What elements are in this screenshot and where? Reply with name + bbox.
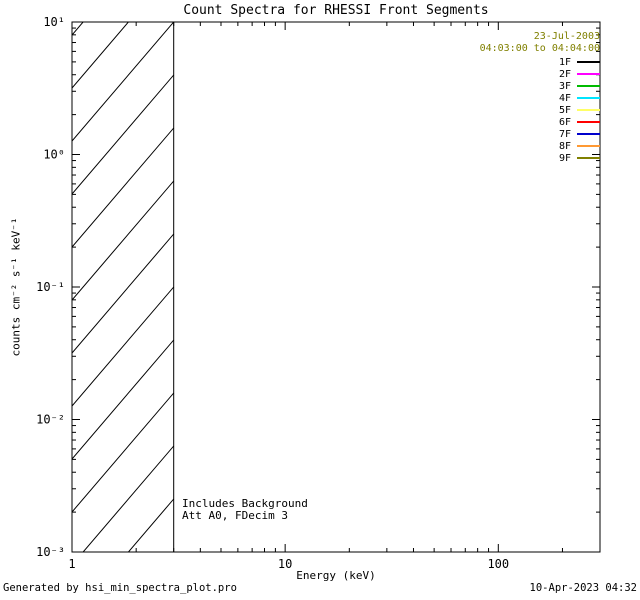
- x-axis-label: Energy (keV): [296, 569, 376, 582]
- legend-line-swatch: [577, 145, 600, 147]
- legend-item-7f: 7F: [559, 128, 600, 140]
- legend-item-4f: 4F: [559, 92, 600, 104]
- legend-line-swatch: [577, 121, 600, 123]
- footer-timestamp: 10-Apr-2023 04:32: [529, 582, 637, 594]
- x-tick-label: 100: [487, 557, 509, 571]
- axis-ticks: [71, 21, 601, 553]
- legend-item-9f: 9F: [559, 152, 600, 164]
- y-tick-label: 10⁻²: [36, 413, 65, 427]
- observation-date: 23-Jul-2003: [533, 31, 600, 42]
- legend-label: 8F: [558, 140, 571, 152]
- legend-line-swatch: [577, 157, 600, 159]
- legend-label: 2F: [558, 68, 571, 80]
- legend-label: 4F: [558, 92, 571, 104]
- x-tick-label: 10: [278, 557, 292, 571]
- y-tick-labels: 10¹ 10⁰ 10⁻¹ 10⁻² 10⁻³: [36, 15, 65, 559]
- annotation-attenuator-state: Att A0, FDecim 3: [182, 509, 288, 522]
- legend-item-8f: 8F: [559, 140, 600, 152]
- annotation-includes-background: Includes Background: [182, 497, 308, 510]
- y-tick-label: 10¹: [43, 15, 65, 29]
- legend-label: 7F: [558, 128, 571, 140]
- legend-item-5f: 5F: [559, 104, 600, 116]
- legend-label: 1F: [558, 56, 571, 68]
- legend-line-swatch: [577, 97, 600, 99]
- legend-line-swatch: [577, 85, 600, 87]
- legend-label: 5F: [558, 104, 571, 116]
- legend-item-2f: 2F: [559, 68, 600, 80]
- footer-generated-by: Generated by hsi_min_spectra_plot.pro: [3, 582, 237, 594]
- legend-label: 3F: [558, 80, 571, 92]
- x-tick-labels: 1 10 100: [68, 557, 509, 571]
- legend-item-6f: 6F: [559, 116, 600, 128]
- x-tick-label: 1: [68, 557, 75, 571]
- legend-line-swatch: [577, 61, 600, 63]
- y-axis-label: counts cm⁻² s⁻¹ keV⁻¹: [9, 217, 23, 357]
- y-tick-label: 10⁻¹: [36, 280, 65, 294]
- legend-line-swatch: [577, 73, 600, 75]
- legend-label: 9F: [558, 152, 571, 164]
- legend-label: 6F: [558, 116, 571, 128]
- hatched-region: [72, 22, 174, 552]
- observation-time-range: 04:03:00 to 04:04:00: [479, 43, 600, 54]
- y-tick-label: 10⁻³: [36, 545, 65, 559]
- legend-item-1f: 1F: [559, 56, 600, 68]
- y-tick-label: 10⁰: [43, 148, 65, 162]
- legend-line-swatch: [577, 133, 600, 135]
- legend: 1F 2F 3F 4F 5F 6F 7F 8F 9F: [559, 56, 600, 164]
- legend-item-3f: 3F: [559, 80, 600, 92]
- chart-title: Count Spectra for RHESSI Front Segments: [183, 3, 489, 18]
- legend-line-swatch: [577, 109, 600, 111]
